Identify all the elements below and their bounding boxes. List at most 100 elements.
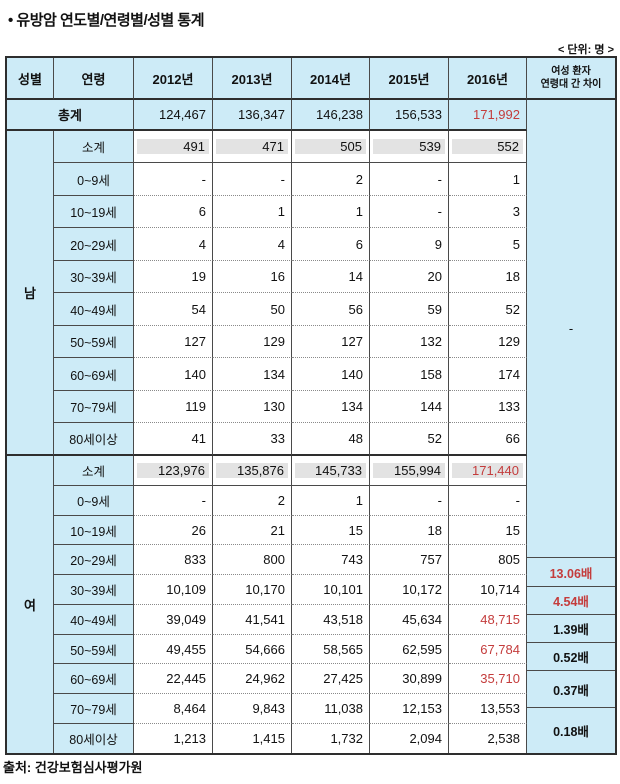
subtotal-band: 505 xyxy=(295,139,366,154)
male-subtotal-2016: 552 xyxy=(449,131,527,163)
male-cell: 134 xyxy=(213,358,292,391)
subtotal-band: 145,733 xyxy=(295,463,366,478)
female-subtotal-2012: 123,976 xyxy=(134,456,213,486)
male-cell: - xyxy=(213,163,292,196)
female-cell-highlight: 67,784 xyxy=(449,635,527,664)
female-cell: 49,455 xyxy=(134,635,213,664)
female-cell: 62,595 xyxy=(370,635,449,664)
header-year-2016: 2016년 xyxy=(449,58,527,100)
male-age-label: 0~9세 xyxy=(54,163,134,196)
male-cell: 119 xyxy=(134,391,213,423)
female-cell: 41,541 xyxy=(213,605,292,635)
total-2016: 171,992 xyxy=(449,100,527,131)
male-cell: - xyxy=(134,163,213,196)
female-cell: 15 xyxy=(292,516,370,545)
male-cell: 52 xyxy=(370,423,449,456)
male-cell: 3 xyxy=(449,196,527,228)
female-age-label: 0~9세 xyxy=(54,486,134,516)
male-cell: 6 xyxy=(292,228,370,261)
diff-ratio: 0.37배 xyxy=(527,671,615,708)
male-age-label: 20~29세 xyxy=(54,228,134,261)
source-label: 출처: 건강보험심사평가원 xyxy=(3,760,143,775)
female-cell: 2,094 xyxy=(370,724,449,753)
male-age-label: 60~69세 xyxy=(54,358,134,391)
male-subtotal-2013: 471 xyxy=(213,131,292,163)
male-cell: 140 xyxy=(292,358,370,391)
female-cell: 2 xyxy=(213,486,292,516)
header-year-2014: 2014년 xyxy=(292,58,370,100)
female-cell: 10,101 xyxy=(292,575,370,605)
male-cell: 127 xyxy=(292,326,370,358)
female-cell: 22,445 xyxy=(134,664,213,694)
female-cell: 45,634 xyxy=(370,605,449,635)
subtotal-band: 123,976 xyxy=(137,463,209,478)
male-cell: 48 xyxy=(292,423,370,456)
female-cell-highlight: 48,715 xyxy=(449,605,527,635)
male-cell: 144 xyxy=(370,391,449,423)
male-cell: 129 xyxy=(213,326,292,358)
male-cell: 134 xyxy=(292,391,370,423)
female-age-label: 60~69세 xyxy=(54,664,134,694)
male-cell: 1 xyxy=(292,196,370,228)
male-cell: 129 xyxy=(449,326,527,358)
female-cell: 10,714 xyxy=(449,575,527,605)
total-2012: 124,467 xyxy=(134,100,213,131)
male-cell: 140 xyxy=(134,358,213,391)
male-cell: 5 xyxy=(449,228,527,261)
total-2014: 146,238 xyxy=(292,100,370,131)
female-cell: 13,553 xyxy=(449,694,527,724)
female-cell: 30,899 xyxy=(370,664,449,694)
diff-ratio: 13.06배 xyxy=(527,558,615,587)
male-subtotal-2012: 491 xyxy=(134,131,213,163)
female-age-label: 10~19세 xyxy=(54,516,134,545)
male-age-label: 10~19세 xyxy=(54,196,134,228)
female-cell: 805 xyxy=(449,545,527,575)
gender-label-male: 남 xyxy=(7,131,54,456)
header-year-2013: 2013년 xyxy=(213,58,292,100)
total-label: 총계 xyxy=(7,100,134,131)
male-cell: - xyxy=(370,196,449,228)
male-cell: 6 xyxy=(134,196,213,228)
female-cell: 39,049 xyxy=(134,605,213,635)
male-cell: 33 xyxy=(213,423,292,456)
female-cell: - xyxy=(370,486,449,516)
header-year-2015: 2015년 xyxy=(370,58,449,100)
female-age-label: 80세이상 xyxy=(54,724,134,753)
female-age-label: 20~29세 xyxy=(54,545,134,575)
male-cell: 19 xyxy=(134,261,213,293)
male-cell: 4 xyxy=(213,228,292,261)
subtotal-band: 471 xyxy=(216,139,288,154)
male-cell: 132 xyxy=(370,326,449,358)
female-cell: 8,464 xyxy=(134,694,213,724)
gender-label-female: 여 xyxy=(7,456,54,753)
female-age-label: 70~79세 xyxy=(54,694,134,724)
total-2015: 156,533 xyxy=(370,100,449,131)
female-cell: 743 xyxy=(292,545,370,575)
male-cell: 54 xyxy=(134,293,213,326)
female-subtotal-2015: 155,994 xyxy=(370,456,449,486)
page-title: • 유방암 연도별/연령별/성별 통계 xyxy=(8,12,205,29)
female-cell: 27,425 xyxy=(292,664,370,694)
statistics-table: 성별 연령 2012년 2013년 2014년 2015년 2016년 총계 1… xyxy=(5,56,617,755)
subtotal-band: 135,876 xyxy=(216,463,288,478)
female-cell: 18 xyxy=(370,516,449,545)
subtotal-band: 539 xyxy=(373,139,445,154)
diff-column: 여성 환자 연령대 간 차이 - 13.06배 4.54배 1.39배 0.52… xyxy=(527,58,615,753)
female-cell: 757 xyxy=(370,545,449,575)
male-cell: 52 xyxy=(449,293,527,326)
diff-ratio: 0.18배 xyxy=(527,708,615,753)
female-cell: 10,109 xyxy=(134,575,213,605)
female-cell: 24,962 xyxy=(213,664,292,694)
diff-ratio: 0.52배 xyxy=(527,643,615,671)
unit-label: < 단위: 명 > xyxy=(557,44,614,56)
male-cell: 59 xyxy=(370,293,449,326)
male-subtotal-2014: 505 xyxy=(292,131,370,163)
male-age-label: 50~59세 xyxy=(54,326,134,358)
male-cell: 16 xyxy=(213,261,292,293)
table-grid: 성별 연령 2012년 2013년 2014년 2015년 2016년 총계 1… xyxy=(7,58,527,753)
male-cell: 50 xyxy=(213,293,292,326)
female-cell: - xyxy=(449,486,527,516)
male-cell: 4 xyxy=(134,228,213,261)
male-cell: 2 xyxy=(292,163,370,196)
female-cell: 15 xyxy=(449,516,527,545)
